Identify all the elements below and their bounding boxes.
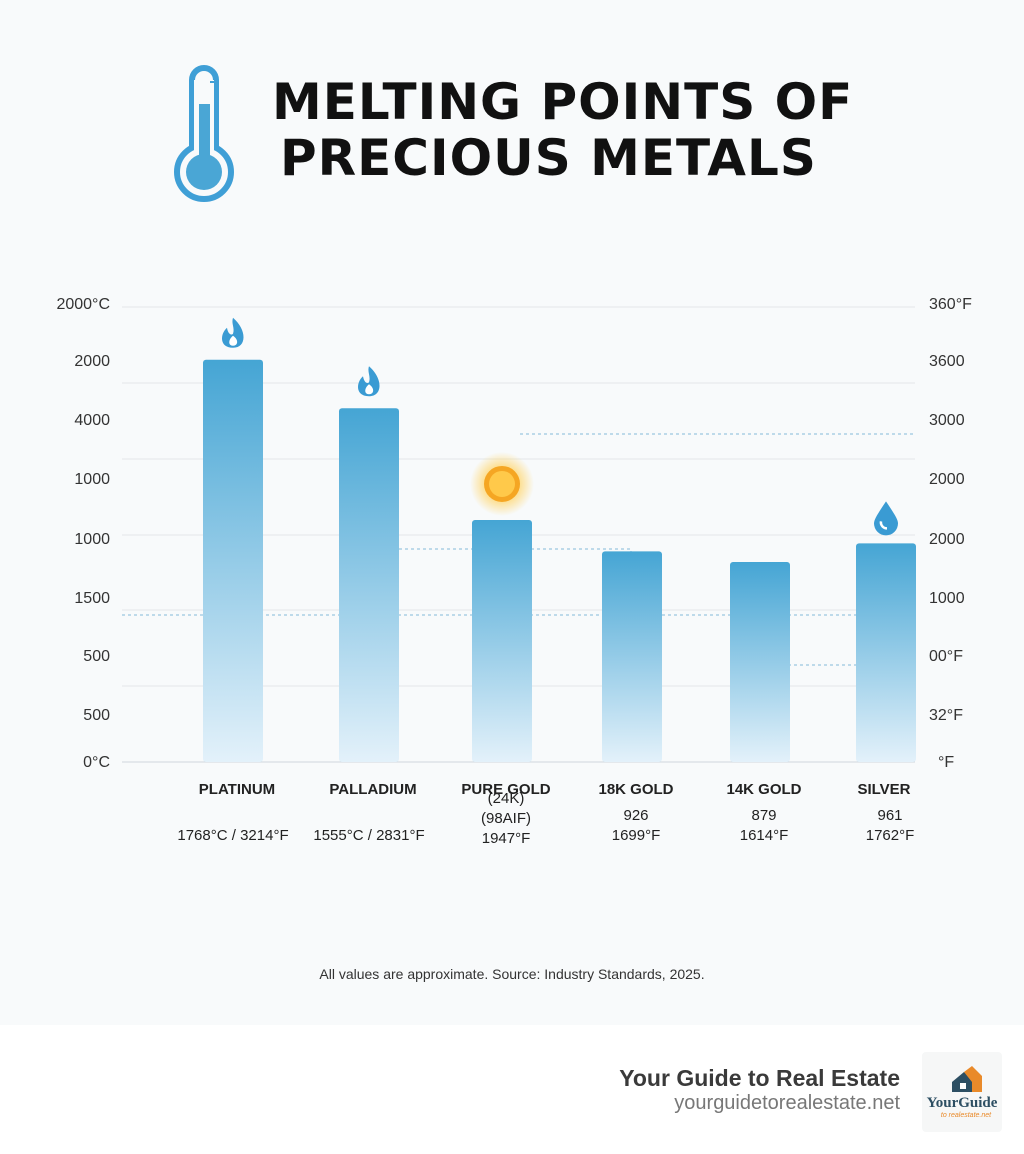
right-axis-tick: 1000 <box>929 590 965 607</box>
value-label: 1699°F <box>611 827 661 844</box>
left-axis-tick: 4000 <box>74 412 110 429</box>
chart-title: MELTING POINTS OF PRECIOUS METALS <box>272 74 853 186</box>
right-axis-tick: 2000 <box>929 531 965 548</box>
title-line-2: PRECIOUS METALS <box>280 129 817 187</box>
value-label: 1947°F <box>481 830 531 847</box>
category-label: PURE GOLD <box>461 781 551 798</box>
value-label: (24K) <box>487 790 525 807</box>
right-axis-tick: 2000 <box>929 471 965 488</box>
value-label: 1614°F <box>739 827 789 844</box>
right-axis-tick: 00°F <box>929 648 963 665</box>
category-label: PLATINUM <box>198 781 276 798</box>
flame-icon <box>222 317 244 348</box>
left-axis-tick: 500 <box>83 648 110 665</box>
category-label: 18K GOLD <box>598 781 674 798</box>
brand-url[interactable]: yourguidetorealestate.net <box>674 1092 900 1114</box>
bar-pure-gold-24k <box>472 519 532 762</box>
brand-logo: YourGuide to realestate.net <box>922 1052 1002 1132</box>
right-axis-tick: 3000 <box>929 412 965 429</box>
house-icon: YourGuide to realestate.net <box>927 1066 998 1119</box>
bar-palladium <box>339 408 399 762</box>
left-axis-tick: 1000 <box>74 531 110 548</box>
source-note: All values are approximate. Source: Indu… <box>319 966 705 982</box>
brand-name: Your Guide to Real Estate <box>619 1065 900 1091</box>
value-label: 1768°C / 3214°F <box>177 827 289 844</box>
bar-14k-gold <box>730 562 790 762</box>
left-axis-tick: 0°C <box>83 754 110 771</box>
left-axis-tick: 2000°C <box>56 296 110 313</box>
brand: Your Guide to Real Estate yourguidetorea… <box>619 1065 900 1115</box>
sun-icon <box>470 451 534 516</box>
logo-text: YourGuide <box>927 1095 998 1111</box>
category-label: 14K GOLD <box>726 781 802 798</box>
droplet-icon <box>874 501 898 536</box>
right-axis-tick: 360°F <box>929 296 972 313</box>
bar-platinum <box>203 359 263 762</box>
category-label: PALLADIUM <box>329 781 417 798</box>
value-label: 961 <box>877 807 903 824</box>
right-axis-tick: 32°F <box>929 707 963 724</box>
thermometer-icon <box>174 65 234 202</box>
left-axis-tick: 2000 <box>74 353 110 370</box>
value-label: 1762°F <box>865 827 915 844</box>
footer <box>0 1025 1024 1154</box>
category-label: SILVER <box>857 781 911 798</box>
logo-subtext: to realestate.net <box>941 1112 992 1119</box>
value-label: (98AIF) <box>480 810 531 827</box>
title-line-1: MELTING POINTS OF <box>272 73 854 131</box>
right-axis-tick: °F <box>938 754 955 771</box>
value-label: 1555°C / 2831°F <box>313 827 425 844</box>
left-axis-tick: 1500 <box>74 590 110 607</box>
bar-silver <box>856 543 916 762</box>
value-label: 879 <box>751 807 777 824</box>
bar-chart <box>122 306 916 763</box>
flame-icon <box>358 366 380 397</box>
right-axis-tick: 3600 <box>929 353 965 370</box>
left-axis-tick: 1000 <box>74 471 110 488</box>
value-label: 926 <box>623 807 649 824</box>
left-axis-tick: 500 <box>83 707 110 724</box>
bar-18k-gold <box>602 551 662 762</box>
